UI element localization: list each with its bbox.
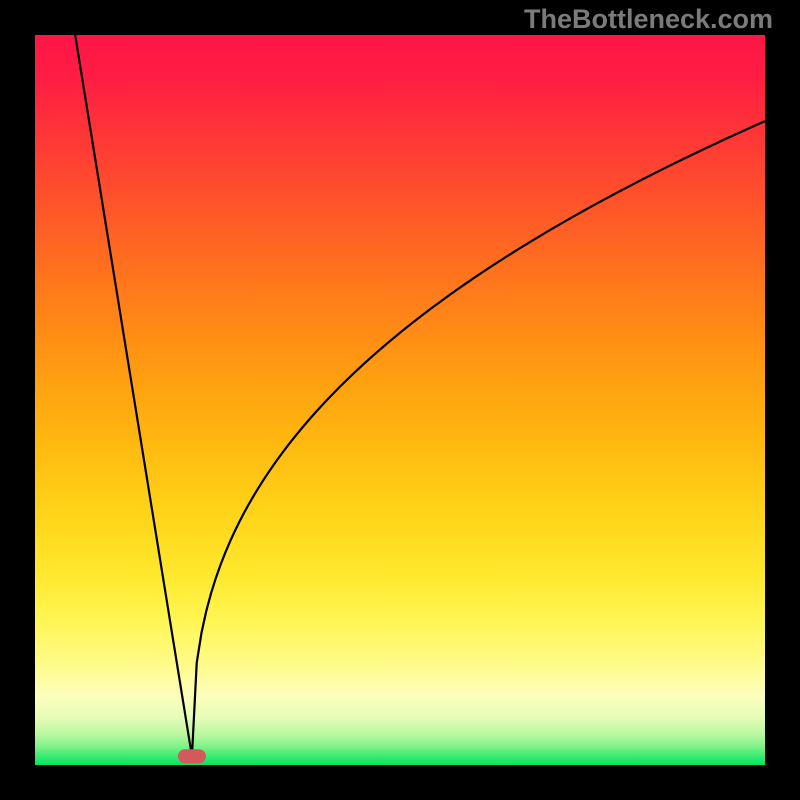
chart-plot-area [35, 35, 765, 765]
optimal-point-marker [178, 749, 206, 763]
gradient-background [35, 35, 765, 765]
chart-svg [35, 35, 765, 765]
watermark-text: TheBottleneck.com [524, 4, 773, 35]
